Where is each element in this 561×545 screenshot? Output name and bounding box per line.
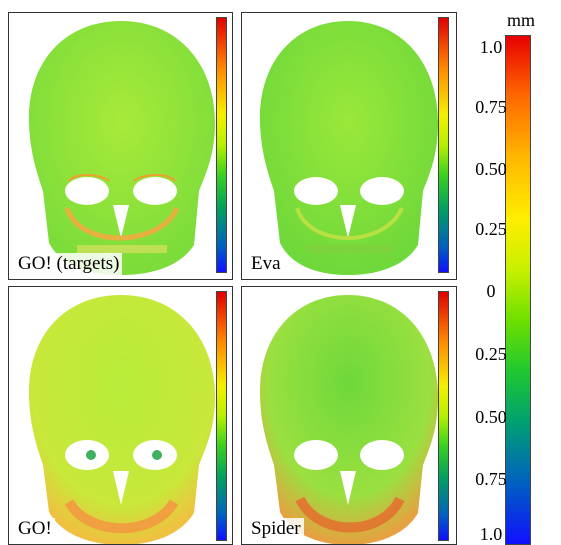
colorbar-tick: 0.75 (475, 97, 507, 117)
panel-eva: Eva (241, 12, 457, 280)
skull-image (28, 21, 215, 275)
colorbar-tick: 1.0 (479, 524, 503, 544)
panel-color-scale (438, 17, 449, 273)
skull-image (259, 21, 438, 275)
panel-color-scale (216, 17, 227, 273)
panel-label: GO! (targets) (15, 253, 123, 275)
panel-label: Eva (248, 253, 284, 275)
colorbar-tick: 0.50 (475, 159, 507, 179)
skull-image (28, 295, 215, 544)
skull-image (259, 295, 438, 544)
global-color-scale (505, 35, 531, 545)
panel-go: GO! (8, 286, 233, 545)
panel-label: GO! (15, 518, 55, 540)
colorbar-tick: 0.75 (475, 469, 507, 489)
panel-color-scale (216, 291, 227, 541)
panel-label: Spider (248, 518, 304, 540)
colorbar-unit: mm (507, 10, 536, 30)
colorbar-tick: 0 (486, 281, 496, 301)
panel-go-targets: GO! (targets) (8, 12, 233, 280)
colorbar-tick: 1.0 (479, 37, 503, 57)
colorbar-tick: 0.25 (475, 344, 507, 364)
colorbar-tick: 0.50 (475, 407, 507, 427)
colorbar-tick: 0.25 (475, 219, 507, 239)
panel-color-scale (438, 291, 449, 541)
panel-spider: Spider (241, 286, 457, 545)
